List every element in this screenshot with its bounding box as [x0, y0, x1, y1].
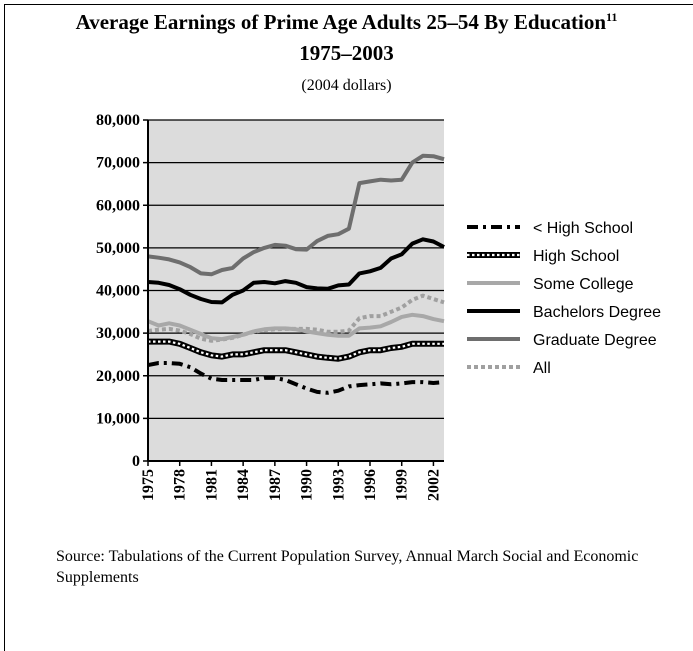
x-tick-label: 1996 — [362, 469, 379, 501]
legend-label-graduate-degree: Graduate Degree — [533, 332, 657, 349]
y-tick-label: 60,000 — [96, 197, 140, 214]
series-line-high-school — [148, 340, 444, 360]
x-tick-label: 2002 — [425, 469, 442, 501]
legend-label-some-college: Some College — [533, 276, 634, 293]
source-note: Source: Tabulations of the Current Popul… — [56, 548, 639, 586]
legend-label-high-school: High School — [533, 248, 619, 265]
y-tick-label: 70,000 — [96, 155, 140, 172]
chart-title-text: Average Earnings of Prime Age Adults 25–… — [75, 10, 607, 34]
y-tick-label: 30,000 — [96, 325, 140, 342]
y-tick-label: 10,000 — [96, 410, 140, 427]
x-tick-label: 1993 — [330, 469, 347, 501]
y-tick-label: 80,000 — [96, 112, 140, 129]
y-tick-label: 50,000 — [96, 240, 140, 257]
series-line-graduate-degree — [147, 153, 445, 277]
legend-label-high-school: < High School — [533, 220, 633, 237]
x-tick-label: 1987 — [267, 469, 284, 501]
series-line-high-school — [147, 361, 445, 395]
x-axis-ticks: 1975 1978 1981 1984 1987 1990 1993 1996 1999 2002 — [140, 461, 442, 501]
x-tick-label: 1999 — [394, 469, 411, 501]
x-tick-label: 1984 — [235, 469, 252, 501]
legend-label-bachelors-degree: Bachelors Degree — [533, 304, 661, 321]
x-tick-label: 1975 — [140, 469, 157, 501]
chart-frame — [4, 4, 693, 651]
chart-title-years: 1975–2003 — [299, 41, 394, 65]
legend-label-all: All — [533, 360, 551, 377]
chart-title-footnote: 11 — [606, 10, 618, 24]
series-layer — [147, 153, 445, 395]
chart-title: Average Earnings of Prime Age Adults 25–… — [0, 10, 693, 35]
legend: < High School High School Some College Bach… — [467, 220, 661, 377]
chart-subtitle: (2004 dollars) — [301, 77, 392, 94]
x-tick-label: 1981 — [203, 469, 220, 501]
x-tick-label: 1990 — [299, 469, 316, 501]
x-tick-label: 1978 — [172, 469, 189, 501]
y-tick-label: 40,000 — [96, 283, 140, 300]
series-line-bachelors-degree — [147, 237, 445, 305]
series-line-all — [147, 293, 445, 343]
series-line-some-college — [147, 312, 445, 342]
y-tick-label: 20,000 — [96, 368, 140, 385]
y-tick-label: 0 — [132, 453, 140, 470]
y-axis-ticks: 0 10,000 20,000 30,000 40,000 50,000 60,000 70,… — [96, 112, 148, 470]
